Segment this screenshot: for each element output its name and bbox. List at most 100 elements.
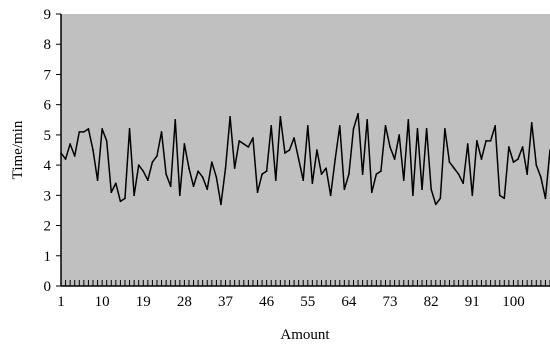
data-point — [265, 170, 268, 172]
data-point — [69, 143, 71, 145]
data-point — [201, 176, 204, 178]
data-point — [151, 161, 154, 163]
data-point — [284, 152, 286, 154]
y-tick-label: 8 — [44, 37, 52, 53]
data-point — [540, 176, 542, 178]
data-point — [87, 128, 90, 130]
x-axis-title: Amount — [280, 327, 330, 343]
y-tick-label: 9 — [44, 7, 52, 23]
data-point — [503, 197, 506, 200]
data-point — [526, 173, 528, 175]
data-point — [370, 191, 373, 194]
data-point — [137, 164, 140, 166]
data-point — [384, 125, 387, 127]
x-tick-label: 46 — [259, 294, 275, 310]
data-point — [329, 194, 332, 197]
data-point — [73, 155, 76, 157]
data-point — [92, 149, 94, 151]
y-tick-label: 2 — [44, 219, 52, 235]
data-point — [83, 131, 85, 133]
data-point — [476, 140, 478, 142]
data-point — [512, 161, 515, 163]
y-tick-label: 4 — [44, 158, 52, 174]
x-tick-label: 73 — [383, 294, 398, 310]
x-tick-label: 10 — [95, 294, 110, 310]
data-point — [133, 194, 135, 197]
data-point — [480, 158, 483, 160]
data-point — [279, 115, 282, 118]
data-point — [498, 194, 501, 197]
data-point — [224, 167, 227, 169]
data-point — [165, 173, 167, 175]
data-point — [357, 112, 359, 115]
data-point — [211, 161, 213, 163]
y-axis-tick-labels: 0 1 2 3 4 5 6 7 8 9 — [44, 7, 52, 295]
data-point — [256, 191, 259, 194]
x-axis-tick-labels: 1 10 19 28 37 46 55 64 73 82 91 100 — [57, 294, 524, 310]
x-tick-label: 1 — [57, 294, 65, 310]
y-axis-title: Time/min — [10, 120, 26, 179]
data-point — [348, 173, 350, 175]
data-point — [243, 143, 245, 145]
data-point — [270, 125, 273, 127]
data-point — [434, 203, 437, 206]
data-point — [352, 128, 355, 130]
x-tick-label: 28 — [177, 294, 192, 310]
data-point — [220, 203, 222, 206]
data-point — [306, 125, 309, 127]
y-tick-label: 6 — [44, 98, 52, 114]
y-tick-label: 0 — [44, 279, 52, 295]
y-tick-label: 1 — [44, 249, 52, 265]
data-point — [444, 128, 446, 130]
data-point — [375, 173, 378, 175]
data-point — [142, 170, 145, 172]
data-point — [229, 115, 231, 118]
data-point — [535, 164, 538, 166]
data-point — [274, 179, 277, 182]
y-tick-label: 7 — [44, 67, 52, 83]
data-point — [128, 128, 131, 130]
x-tick-label: 55 — [300, 294, 315, 310]
data-point — [517, 158, 519, 160]
series-line — [60, 112, 550, 206]
data-point — [206, 188, 209, 191]
data-point — [453, 167, 455, 169]
data-point — [489, 140, 492, 142]
data-point — [421, 188, 423, 191]
data-point — [389, 146, 391, 148]
data-point — [174, 118, 177, 121]
data-point — [197, 170, 199, 172]
data-point — [402, 179, 405, 182]
data-point — [96, 179, 99, 182]
data-point — [343, 188, 346, 191]
data-point — [156, 155, 158, 157]
data-point — [179, 194, 181, 197]
y-tick-label: 3 — [44, 188, 52, 204]
data-point — [160, 131, 163, 133]
data-point — [183, 143, 186, 145]
data-point — [466, 143, 469, 145]
data-point — [293, 137, 295, 139]
data-point — [238, 140, 241, 142]
data-point — [115, 182, 117, 185]
x-tick-label: 82 — [424, 294, 439, 310]
data-point — [366, 118, 368, 121]
data-point — [119, 200, 122, 203]
data-point — [334, 158, 337, 160]
data-point — [247, 146, 250, 148]
data-point — [147, 179, 149, 182]
data-point — [261, 173, 263, 175]
data-point — [215, 176, 218, 178]
data-point — [398, 134, 400, 136]
data-point — [105, 140, 108, 142]
data-point — [457, 173, 460, 175]
data-point — [521, 146, 524, 148]
data-point — [316, 149, 318, 151]
data-point — [297, 158, 300, 160]
data-point — [192, 185, 195, 188]
data-point — [64, 158, 67, 160]
data-point — [448, 161, 451, 163]
data-point — [425, 128, 428, 130]
data-point — [485, 140, 487, 142]
